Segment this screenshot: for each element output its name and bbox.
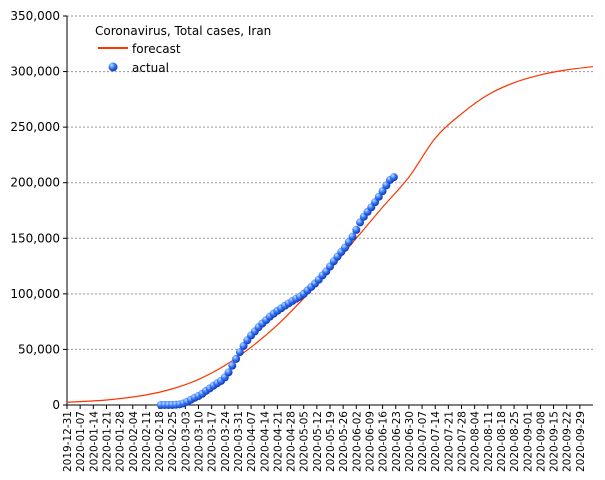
x-tick-label: 2019-12-31 bbox=[62, 411, 74, 472]
x-tick-label: 2020-02-18 bbox=[154, 411, 166, 472]
y-tick-label: 300,000 bbox=[10, 65, 60, 79]
y-tick-label: 250,000 bbox=[10, 120, 60, 134]
legend-actual-label: actual bbox=[132, 61, 169, 75]
x-tick-label: 2020-08-04 bbox=[470, 411, 482, 472]
x-tick-label: 2020-09-29 bbox=[575, 411, 587, 472]
y-tick-labels: 0 50,000 100,000 150,000 200,000 250,000 300,0… bbox=[10, 9, 60, 412]
x-tick-label: 2020-06-09 bbox=[364, 411, 376, 472]
actual-data-point bbox=[356, 218, 365, 227]
legend-forecast-label: forecast bbox=[132, 42, 181, 56]
x-tick-label: 2020-01-07 bbox=[75, 411, 87, 472]
x-tick-label: 2020-07-28 bbox=[457, 411, 469, 472]
x-tick-labels: 2019-12-31 2020-01-07 2020-01-14 2020-01-21… bbox=[62, 411, 587, 472]
x-tick-label: 2020-07-07 bbox=[417, 411, 429, 472]
x-tick-label: 2020-08-18 bbox=[496, 411, 508, 472]
x-tick-label: 2020-06-16 bbox=[378, 411, 390, 472]
x-tick-label: 2020-01-21 bbox=[101, 411, 113, 472]
y-tick-label: 0 bbox=[52, 398, 60, 412]
x-tick-label: 2020-01-28 bbox=[115, 411, 127, 472]
y-tick-label: 100,000 bbox=[10, 287, 60, 301]
x-tick-label: 2020-02-25 bbox=[167, 411, 179, 472]
x-tick-label: 2020-03-24 bbox=[220, 411, 232, 472]
x-tick-label: 2020-04-21 bbox=[272, 411, 284, 472]
actual-data-point bbox=[341, 243, 350, 252]
y-tick-label: 350,000 bbox=[10, 9, 60, 23]
x-tick-label: 2020-03-10 bbox=[194, 411, 206, 472]
x-tick-label: 2020-08-11 bbox=[483, 411, 495, 472]
forecast-series bbox=[66, 65, 594, 403]
actual-data-point bbox=[239, 341, 248, 350]
x-tick-label: 2020-06-23 bbox=[391, 411, 403, 472]
actual-data-point bbox=[352, 225, 361, 234]
x-tick-label: 2020-04-07 bbox=[246, 411, 258, 472]
axes-layer bbox=[63, 15, 593, 409]
x-tick-label: 2020-03-17 bbox=[207, 411, 219, 472]
x-tick-label: 2020-06-02 bbox=[351, 411, 363, 472]
y-tick-label: 50,000 bbox=[18, 342, 60, 356]
y-tick-label: 200,000 bbox=[10, 176, 60, 190]
x-tick-label: 2020-05-05 bbox=[299, 411, 311, 472]
legend: Coronavirus, Total cases, Iran forecast … bbox=[95, 24, 271, 75]
x-tick-label: 2020-04-14 bbox=[259, 411, 271, 472]
actual-data-point bbox=[378, 187, 387, 196]
chart-title: Coronavirus, Total cases, Iran bbox=[95, 24, 271, 38]
actual-data-point bbox=[389, 173, 398, 182]
x-tick-label: 2020-03-03 bbox=[180, 411, 192, 472]
forecast-line bbox=[66, 65, 594, 403]
x-tick-label: 2020-07-14 bbox=[430, 411, 442, 472]
x-tick-label: 2020-03-31 bbox=[233, 411, 245, 472]
y-tick-label: 150,000 bbox=[10, 231, 60, 245]
x-tick-label: 2020-08-25 bbox=[509, 411, 521, 472]
x-tick-label: 2020-01-14 bbox=[88, 411, 100, 472]
legend-actual-marker bbox=[108, 62, 118, 72]
actual-data-point bbox=[348, 232, 357, 241]
x-tick-label: 2020-05-26 bbox=[338, 411, 350, 472]
x-tick-label: 2020-09-15 bbox=[549, 411, 561, 472]
x-tick-label: 2020-09-01 bbox=[522, 411, 534, 472]
x-tick-label: 2020-07-21 bbox=[443, 411, 455, 472]
x-tick-label: 2020-04-28 bbox=[286, 411, 298, 472]
x-tick-label: 2020-09-22 bbox=[562, 411, 574, 472]
x-tick-label: 2020-02-04 bbox=[128, 411, 140, 472]
x-tick-label: 2020-05-12 bbox=[312, 411, 324, 472]
x-tick-label: 2020-05-19 bbox=[325, 411, 337, 472]
actual-data-point bbox=[235, 348, 244, 357]
actual-data-point bbox=[224, 368, 233, 377]
x-tick-label: 2020-06-30 bbox=[404, 411, 416, 472]
actual-data-point bbox=[228, 361, 237, 370]
x-tick-label: 2020-09-08 bbox=[535, 411, 547, 472]
x-tick-label: 2020-02-11 bbox=[141, 411, 153, 472]
actual-data-point bbox=[232, 354, 241, 363]
actual-series bbox=[156, 173, 398, 409]
